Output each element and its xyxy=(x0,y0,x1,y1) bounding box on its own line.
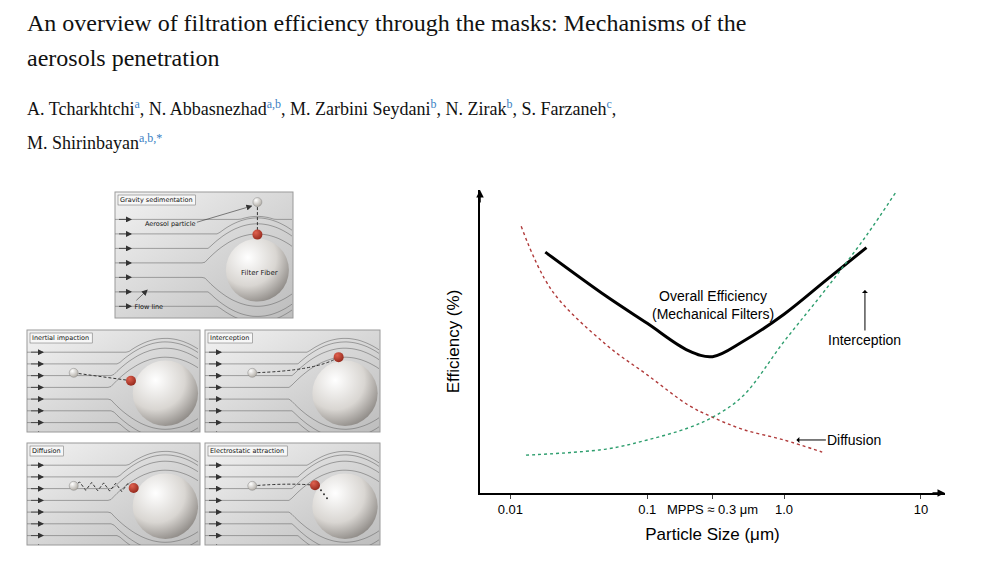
svg-text:Aerosol particle: Aerosol particle xyxy=(145,220,196,228)
html-text:M. Shirinbayana,b,*: M. Shirinbayana,b,* xyxy=(27,131,163,153)
html-text:A. Tcharkhtchia, N. Abbasnezha: A. Tcharkhtchia, N. Abbasnezhada,b, M. Z… xyxy=(27,97,617,119)
html-text:An overview of filtration effi: An overview of filtration efficiency thr… xyxy=(27,10,747,36)
svg-text:0.1: 0.1 xyxy=(638,502,656,517)
svg-text:Inertial impaction: Inertial impaction xyxy=(32,334,89,342)
svg-text:Particle Size (μm): Particle Size (μm) xyxy=(645,525,779,544)
svg-text:Interception: Interception xyxy=(828,332,901,348)
svg-text:Filter Fiber: Filter Fiber xyxy=(241,269,278,277)
svg-text:Diffusion: Diffusion xyxy=(827,432,881,448)
svg-text:Gravity sedimentation: Gravity sedimentation xyxy=(120,196,193,204)
svg-text:Flow line: Flow line xyxy=(134,303,163,311)
svg-text:Interception: Interception xyxy=(210,334,249,342)
svg-text:10: 10 xyxy=(914,502,928,517)
svg-text:Overall Efficiency(Mechanical: Overall Efficiency(Mechanical Filters) xyxy=(652,288,774,322)
svg-text:MPPS ≈ 0.3 μm: MPPS ≈ 0.3 μm xyxy=(667,502,758,517)
svg-text:Diffusion: Diffusion xyxy=(32,447,61,455)
svg-text:0.01: 0.01 xyxy=(498,502,523,517)
svg-text:Efficiency (%): Efficiency (%) xyxy=(444,290,463,394)
svg-text:Electrostatic attraction: Electrostatic attraction xyxy=(210,447,284,455)
svg-text:1.0: 1.0 xyxy=(775,502,793,517)
html-text:aerosols penetration: aerosols penetration xyxy=(27,45,220,71)
